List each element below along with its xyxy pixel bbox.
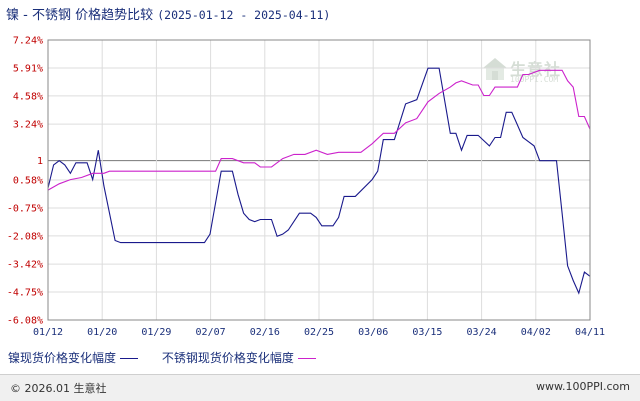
y-tick-label: -4.75% xyxy=(7,288,43,299)
series-line-stainless xyxy=(47,69,591,191)
y-tick-label: -0.75% xyxy=(7,203,43,214)
chart-legend: 镍现货价格变化幅度 不锈钢现货价格变化幅度 xyxy=(8,349,336,366)
y-tick-label: -2.08% xyxy=(7,231,43,242)
x-axis-ticks: 01/12 01/20 01/29 02/07 02/16 02/25 03/06 03/15… xyxy=(33,327,605,338)
x-tick-label: 04/11 xyxy=(575,327,605,338)
legend-label-stainless: 不锈钢现货价格变化幅度 xyxy=(161,351,294,365)
y-tick-label: 0.58% xyxy=(13,176,43,187)
legend-label-nickel: 镍现货价格变化幅度 xyxy=(8,351,117,365)
chart-grid xyxy=(47,39,591,321)
chart-title: 镍 - 不锈钢 价格趋势比较 (2025-01-12 - 2025-04-11) xyxy=(6,4,330,23)
chart-title-dates: (2025-01-12 - 2025-04-11) xyxy=(157,8,331,22)
x-tick-label: 03/06 xyxy=(358,327,388,338)
y-tick-label: 1 xyxy=(37,156,43,167)
series-line-nickel xyxy=(47,67,591,295)
y-tick-label: 3.24% xyxy=(13,120,43,131)
legend-item-nickel: 镍现货价格变化幅度 xyxy=(8,349,144,366)
x-tick-label: 02/25 xyxy=(304,327,334,338)
watermark-logo: 生意社 100PPI.COM xyxy=(482,56,577,86)
chart-series xyxy=(47,67,591,295)
y-tick-label: 7.24% xyxy=(13,36,43,47)
y-tick-label: -6.08% xyxy=(7,316,43,327)
x-tick-label: 02/07 xyxy=(196,327,226,338)
y-axis-ticks: 7.24% 5.91% 4.58% 3.24% 1 0.58% -0.75% -2.08% -3… xyxy=(7,36,43,327)
legend-item-stainless: 不锈钢现货价格变化幅度 xyxy=(162,349,322,366)
house-logo-icon xyxy=(483,58,507,80)
x-tick-label: 01/12 xyxy=(33,327,63,338)
x-tick-label: 01/20 xyxy=(87,327,117,338)
legend-swatch-nickel xyxy=(120,358,139,359)
chart-title-main: 镍 - 不锈钢 价格趋势比较 xyxy=(6,8,154,23)
y-tick-label: 5.91% xyxy=(13,63,43,74)
line-chart: 7.24% 5.91% 4.58% 3.24% 1 0.58% -0.75% -2.08% -3… xyxy=(7,36,605,339)
x-tick-label: 03/15 xyxy=(412,327,442,338)
site-link[interactable]: www.100PPI.com xyxy=(536,380,630,393)
x-tick-label: 03/24 xyxy=(467,327,497,338)
footer-bar: © 2026.01 生意社 www.100PPI.com xyxy=(0,374,640,401)
y-tick-label: -3.42% xyxy=(7,260,43,271)
x-tick-label: 04/02 xyxy=(521,327,551,338)
watermark-subtext: 100PPI.COM xyxy=(510,75,559,84)
x-tick-label: 02/16 xyxy=(250,327,280,338)
plot-border xyxy=(47,39,591,321)
copyright-text: © 2026.01 生意社 xyxy=(10,382,107,395)
x-tick-label: 01/29 xyxy=(141,327,171,338)
legend-swatch-stainless xyxy=(297,358,316,359)
y-tick-label: 4.58% xyxy=(13,91,43,102)
